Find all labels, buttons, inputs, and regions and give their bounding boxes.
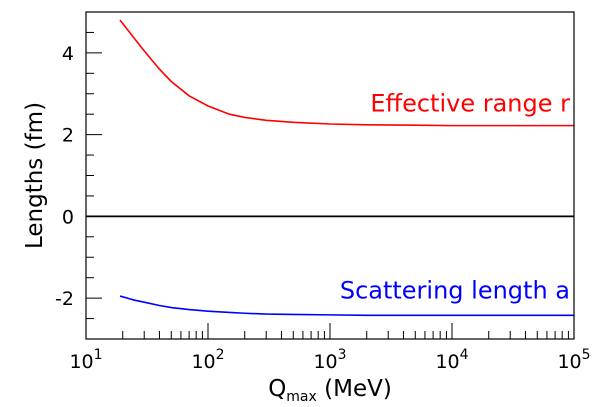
x-tick-label: 102 xyxy=(191,347,224,373)
series-line-0 xyxy=(119,19,574,127)
axis-layer: 4 2 0 -2 101 102 103 104 105 Lengths (fm) Qmax (Me… xyxy=(22,11,591,405)
y-tick-label: -2 xyxy=(55,288,74,310)
series-label-0: Effective range r xyxy=(370,90,570,118)
series-line-1 xyxy=(119,295,574,317)
x-tick-label: 103 xyxy=(313,347,346,373)
y-tick-label: 2 xyxy=(62,125,74,147)
x-tick-label: 105 xyxy=(557,347,590,373)
x-axis-title: Qmax (MeV) xyxy=(268,376,392,405)
y-tick-label: 4 xyxy=(62,43,74,65)
plot-layer: Effective range r Scattering length a xyxy=(86,19,574,317)
x-tick-label: 104 xyxy=(435,347,468,373)
x-tick-label: 101 xyxy=(69,347,102,373)
y-tick-label: 0 xyxy=(62,206,74,228)
series-label-1: Scattering length a xyxy=(340,276,570,304)
y-axis-title: Lengths (fm) xyxy=(22,102,48,249)
